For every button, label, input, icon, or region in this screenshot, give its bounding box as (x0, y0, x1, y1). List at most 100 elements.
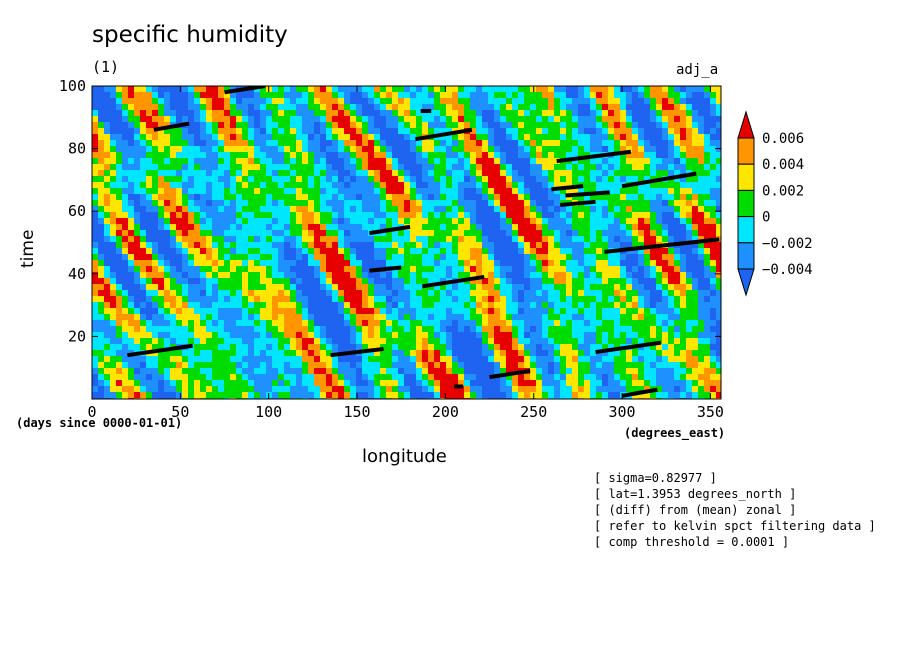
heatmap-cell (494, 272, 500, 278)
heatmap-cell (620, 170, 626, 176)
heatmap-cell (242, 224, 248, 230)
heatmap-cell (158, 260, 164, 266)
heatmap-cell (446, 254, 452, 260)
heatmap-cell (704, 98, 710, 104)
heatmap-cell (524, 134, 530, 140)
heatmap-cell (602, 236, 608, 242)
heatmap-cell (212, 128, 218, 134)
heatmap-cell (488, 290, 494, 296)
heatmap-cell (194, 170, 200, 176)
heatmap-cell (494, 188, 500, 194)
heatmap-cell (110, 350, 116, 356)
heatmap-cell (218, 128, 224, 134)
heatmap-cell (182, 278, 188, 284)
heatmap-cell (374, 140, 380, 146)
heatmap-cell (338, 278, 344, 284)
heatmap-cell (278, 218, 284, 224)
heatmap-cell (374, 152, 380, 158)
heatmap-cell (368, 110, 374, 116)
heatmap-cell (146, 224, 152, 230)
heatmap-cell (104, 152, 110, 158)
heatmap-cell (374, 104, 380, 110)
heatmap-cell (536, 284, 542, 290)
heatmap-cell (506, 338, 512, 344)
heatmap-cell (140, 308, 146, 314)
heatmap-cell (638, 284, 644, 290)
heatmap-cell (356, 236, 362, 242)
heatmap-cell (674, 170, 680, 176)
heatmap-cell (632, 212, 638, 218)
heatmap-cell (236, 350, 242, 356)
heatmap-cell (698, 362, 704, 368)
heatmap-cell (554, 326, 560, 332)
heatmap-cell (224, 152, 230, 158)
heatmap-cell (458, 350, 464, 356)
heatmap-cell (212, 188, 218, 194)
heatmap-cell (668, 284, 674, 290)
heatmap-cell (542, 326, 548, 332)
heatmap-cell (164, 182, 170, 188)
heatmap-cell (500, 332, 506, 338)
heatmap-cell (158, 320, 164, 326)
heatmap-cell (98, 296, 104, 302)
heatmap-cell (362, 272, 368, 278)
heatmap-cell (332, 152, 338, 158)
heatmap-cell (596, 278, 602, 284)
heatmap-cell (248, 212, 254, 218)
heatmap-cell (236, 302, 242, 308)
heatmap-cell (170, 200, 176, 206)
heatmap-cell (620, 140, 626, 146)
heatmap-cell (92, 134, 98, 140)
heatmap-cell (266, 110, 272, 116)
heatmap-cell (260, 278, 266, 284)
heatmap-cell (374, 200, 380, 206)
heatmap-cell (332, 314, 338, 320)
heatmap-cell (608, 344, 614, 350)
heatmap-cell (386, 98, 392, 104)
heatmap-cell (452, 236, 458, 242)
heatmap-cell (254, 314, 260, 320)
heatmap-cell (392, 344, 398, 350)
heatmap-cell (272, 134, 278, 140)
heatmap-cell (434, 344, 440, 350)
heatmap-cell (470, 122, 476, 128)
heatmap-cell (182, 170, 188, 176)
heatmap-cell (698, 134, 704, 140)
heatmap-cell (656, 320, 662, 326)
heatmap-cell (206, 284, 212, 290)
heatmap-cell (392, 206, 398, 212)
heatmap-cell (572, 338, 578, 344)
heatmap-cell (512, 224, 518, 230)
heatmap-cell (710, 308, 716, 314)
heatmap-cell (644, 122, 650, 128)
heatmap-cell (146, 218, 152, 224)
heatmap-cell (572, 224, 578, 230)
heatmap-cell (290, 224, 296, 230)
heatmap-cell (422, 248, 428, 254)
heatmap-cell (590, 224, 596, 230)
heatmap-cell (560, 110, 566, 116)
heatmap-cell (668, 362, 674, 368)
heatmap-cell (236, 212, 242, 218)
heatmap-cell (200, 152, 206, 158)
heatmap-cell (170, 176, 176, 182)
heatmap-cell (326, 326, 332, 332)
heatmap-cell (590, 356, 596, 362)
heatmap-cell (254, 350, 260, 356)
heatmap-cell (194, 146, 200, 152)
heatmap-cell (506, 86, 512, 92)
heatmap-cell (626, 164, 632, 170)
heatmap-cell (422, 260, 428, 266)
heatmap-cell (536, 212, 542, 218)
heatmap-cell (110, 164, 116, 170)
heatmap-cell (650, 326, 656, 332)
heatmap-cell (572, 362, 578, 368)
heatmap-cell (380, 158, 386, 164)
heatmap-cell (548, 206, 554, 212)
heatmap-cell (656, 230, 662, 236)
heatmap-cell (584, 284, 590, 290)
heatmap-cell (440, 134, 446, 140)
heatmap-cell (488, 140, 494, 146)
heatmap-cell (182, 242, 188, 248)
heatmap-cell (596, 128, 602, 134)
